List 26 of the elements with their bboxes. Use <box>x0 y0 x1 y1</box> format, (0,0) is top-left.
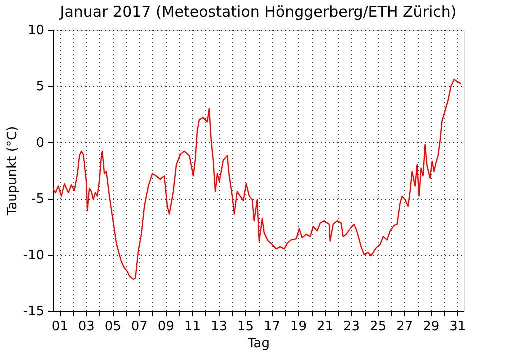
chart-title: Januar 2017 (Meteostation Hönggerberg/ETH Zürich) <box>59 3 457 21</box>
x-axis-title: Tag <box>246 336 270 350</box>
x-tick-label: 13 <box>210 320 228 334</box>
x-tick-label: 17 <box>264 320 281 334</box>
y-tick-label: -5 <box>32 192 44 208</box>
x-tick-label: 31 <box>450 320 466 334</box>
x-tick-label: 03 <box>78 320 95 334</box>
x-tick-label: 01 <box>52 320 68 334</box>
y-tick-label: -10 <box>23 248 44 264</box>
x-tick-label: 07 <box>131 320 148 334</box>
x-tick-label: 05 <box>104 320 122 334</box>
line-series <box>53 78 462 280</box>
x-tick-label: 19 <box>290 320 308 334</box>
y-tick-label: 10 <box>28 24 44 38</box>
x-tick-label: 29 <box>423 320 440 334</box>
x-tick-label: 25 <box>370 320 387 334</box>
x-tick-label: 23 <box>344 320 360 334</box>
y-axis-title: Taupunkt (°C) <box>5 126 20 217</box>
x-tick-label: 15 <box>237 320 254 334</box>
x-tick-label: 11 <box>184 320 201 334</box>
x-tick-label: 21 <box>317 320 334 334</box>
x-tick-label: 09 <box>158 320 174 334</box>
y-tick-label: 5 <box>36 80 44 95</box>
x-tick-label: 27 <box>396 320 414 334</box>
y-tick-label: -15 <box>23 304 44 320</box>
y-tick-label: 0 <box>36 136 44 151</box>
